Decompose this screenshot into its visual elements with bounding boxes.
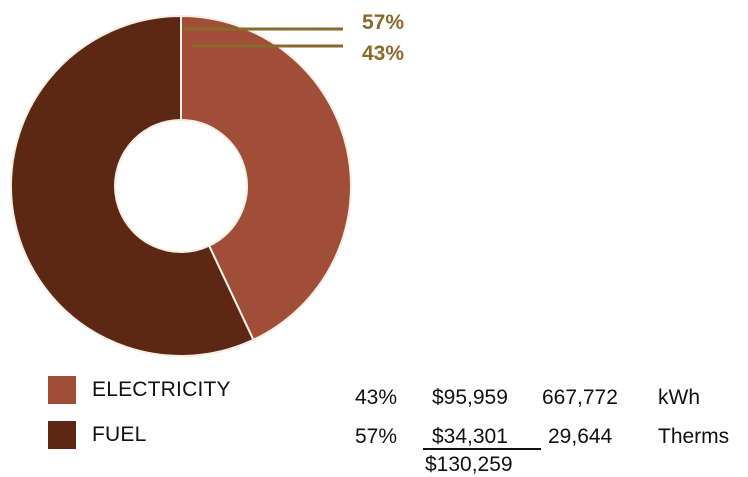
slice-electricity [180, 14, 352, 342]
row2-unit: Therms [658, 425, 730, 448]
legend-item-electricity: ELECTRICITY [48, 373, 231, 407]
row2-cost: $34,301 [432, 425, 508, 448]
donut-slices [10, 14, 352, 357]
row1-cost: $95,959 [432, 386, 508, 409]
sum-rule [423, 448, 541, 450]
callouts: 57%43% [183, 11, 404, 65]
row1-quantity: 667,772 [542, 386, 618, 409]
legend-label-electricity: ELECTRICITY [92, 378, 231, 401]
row2-percent: 57% [355, 425, 398, 448]
legend-swatch-electricity [48, 376, 76, 404]
row1-percent: 43% [355, 386, 398, 409]
callout-label-fuel: 57% [362, 11, 404, 34]
total-cost: $130,259 [425, 453, 513, 476]
row2-quantity: 29,644 [548, 425, 613, 448]
legend-label-fuel: FUEL [92, 423, 147, 446]
legend-swatch-fuel [48, 421, 76, 449]
row1-unit: kWh [658, 386, 700, 409]
legend-item-fuel: FUEL [48, 418, 146, 452]
slice-fuel [10, 14, 255, 357]
callout-label-electricity: 43% [362, 42, 404, 65]
